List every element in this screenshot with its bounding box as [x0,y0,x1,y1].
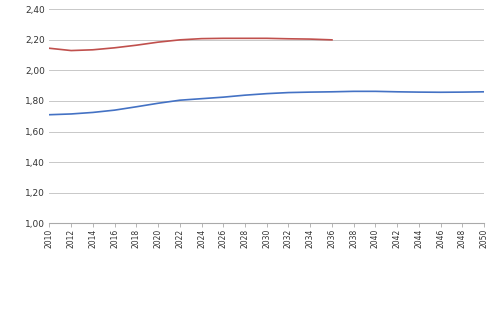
F-kvot utifrån 20-64 år [133,105,139,108]
F-kvot utifrån 20-64 år [416,90,422,94]
F-kvot utifrån 20-64 år [90,111,96,114]
F-kvot utifrån 20-64 år [394,90,400,94]
F-kvot utifrån förvärvsarbetande [242,37,248,40]
F-kvot utifrån förvärvsarbetande [155,40,161,44]
F-kvot utifrån förvärvsarbetande [199,37,205,41]
F-kvot utifrån 20-64 år [264,92,270,95]
F-kvot utifrån förvärvsarbetande [220,37,226,40]
F-kvot utifrån förvärvsarbetande [177,38,183,42]
F-kvot utifrån 20-64 år [329,90,335,94]
F-kvot utifrån förvärvsarbetande [46,46,52,50]
F-kvot utifrån 20-64 år [199,97,205,100]
F-kvot utifrån 20-64 år [307,90,313,94]
F-kvot utifrån 20-64 år [68,112,74,116]
F-kvot utifrån förvärvsarbetande [307,37,313,41]
F-kvot utifrån förvärvsarbetande [90,48,96,52]
F-kvot utifrån förvärvsarbetande [112,46,118,50]
F-kvot utifrån 20-64 år [372,90,378,93]
F-kvot utifrån förvärvsarbetande [68,49,74,52]
F-kvot utifrån förvärvsarbetande [133,43,139,47]
F-kvot utifrån 20-64 år [481,90,487,94]
F-kvot utifrån förvärvsarbetande [264,37,270,40]
F-kvot utifrån 20-64 år [155,101,161,105]
Line: F-kvot utifrån 20-64 år: F-kvot utifrån 20-64 år [49,91,484,115]
F-kvot utifrån 20-64 år [177,98,183,102]
F-kvot utifrån 20-64 år [286,91,291,95]
F-kvot utifrån förvärvsarbetande [286,37,291,41]
Legend: F-kvot utifrån 20-64 år, F-kvot utifrån förvärvsarbetande: F-kvot utifrån 20-64 år, F-kvot utifrån … [105,309,428,310]
F-kvot utifrån 20-64 år [242,93,248,97]
F-kvot utifrån 20-64 år [112,108,118,112]
F-kvot utifrån förvärvsarbetande [329,38,335,42]
F-kvot utifrån 20-64 år [351,90,357,93]
Line: F-kvot utifrån förvärvsarbetande: F-kvot utifrån förvärvsarbetande [49,38,332,51]
F-kvot utifrån 20-64 år [46,113,52,117]
F-kvot utifrån 20-64 år [220,95,226,99]
F-kvot utifrån 20-64 år [438,91,444,94]
F-kvot utifrån 20-64 år [459,90,465,94]
